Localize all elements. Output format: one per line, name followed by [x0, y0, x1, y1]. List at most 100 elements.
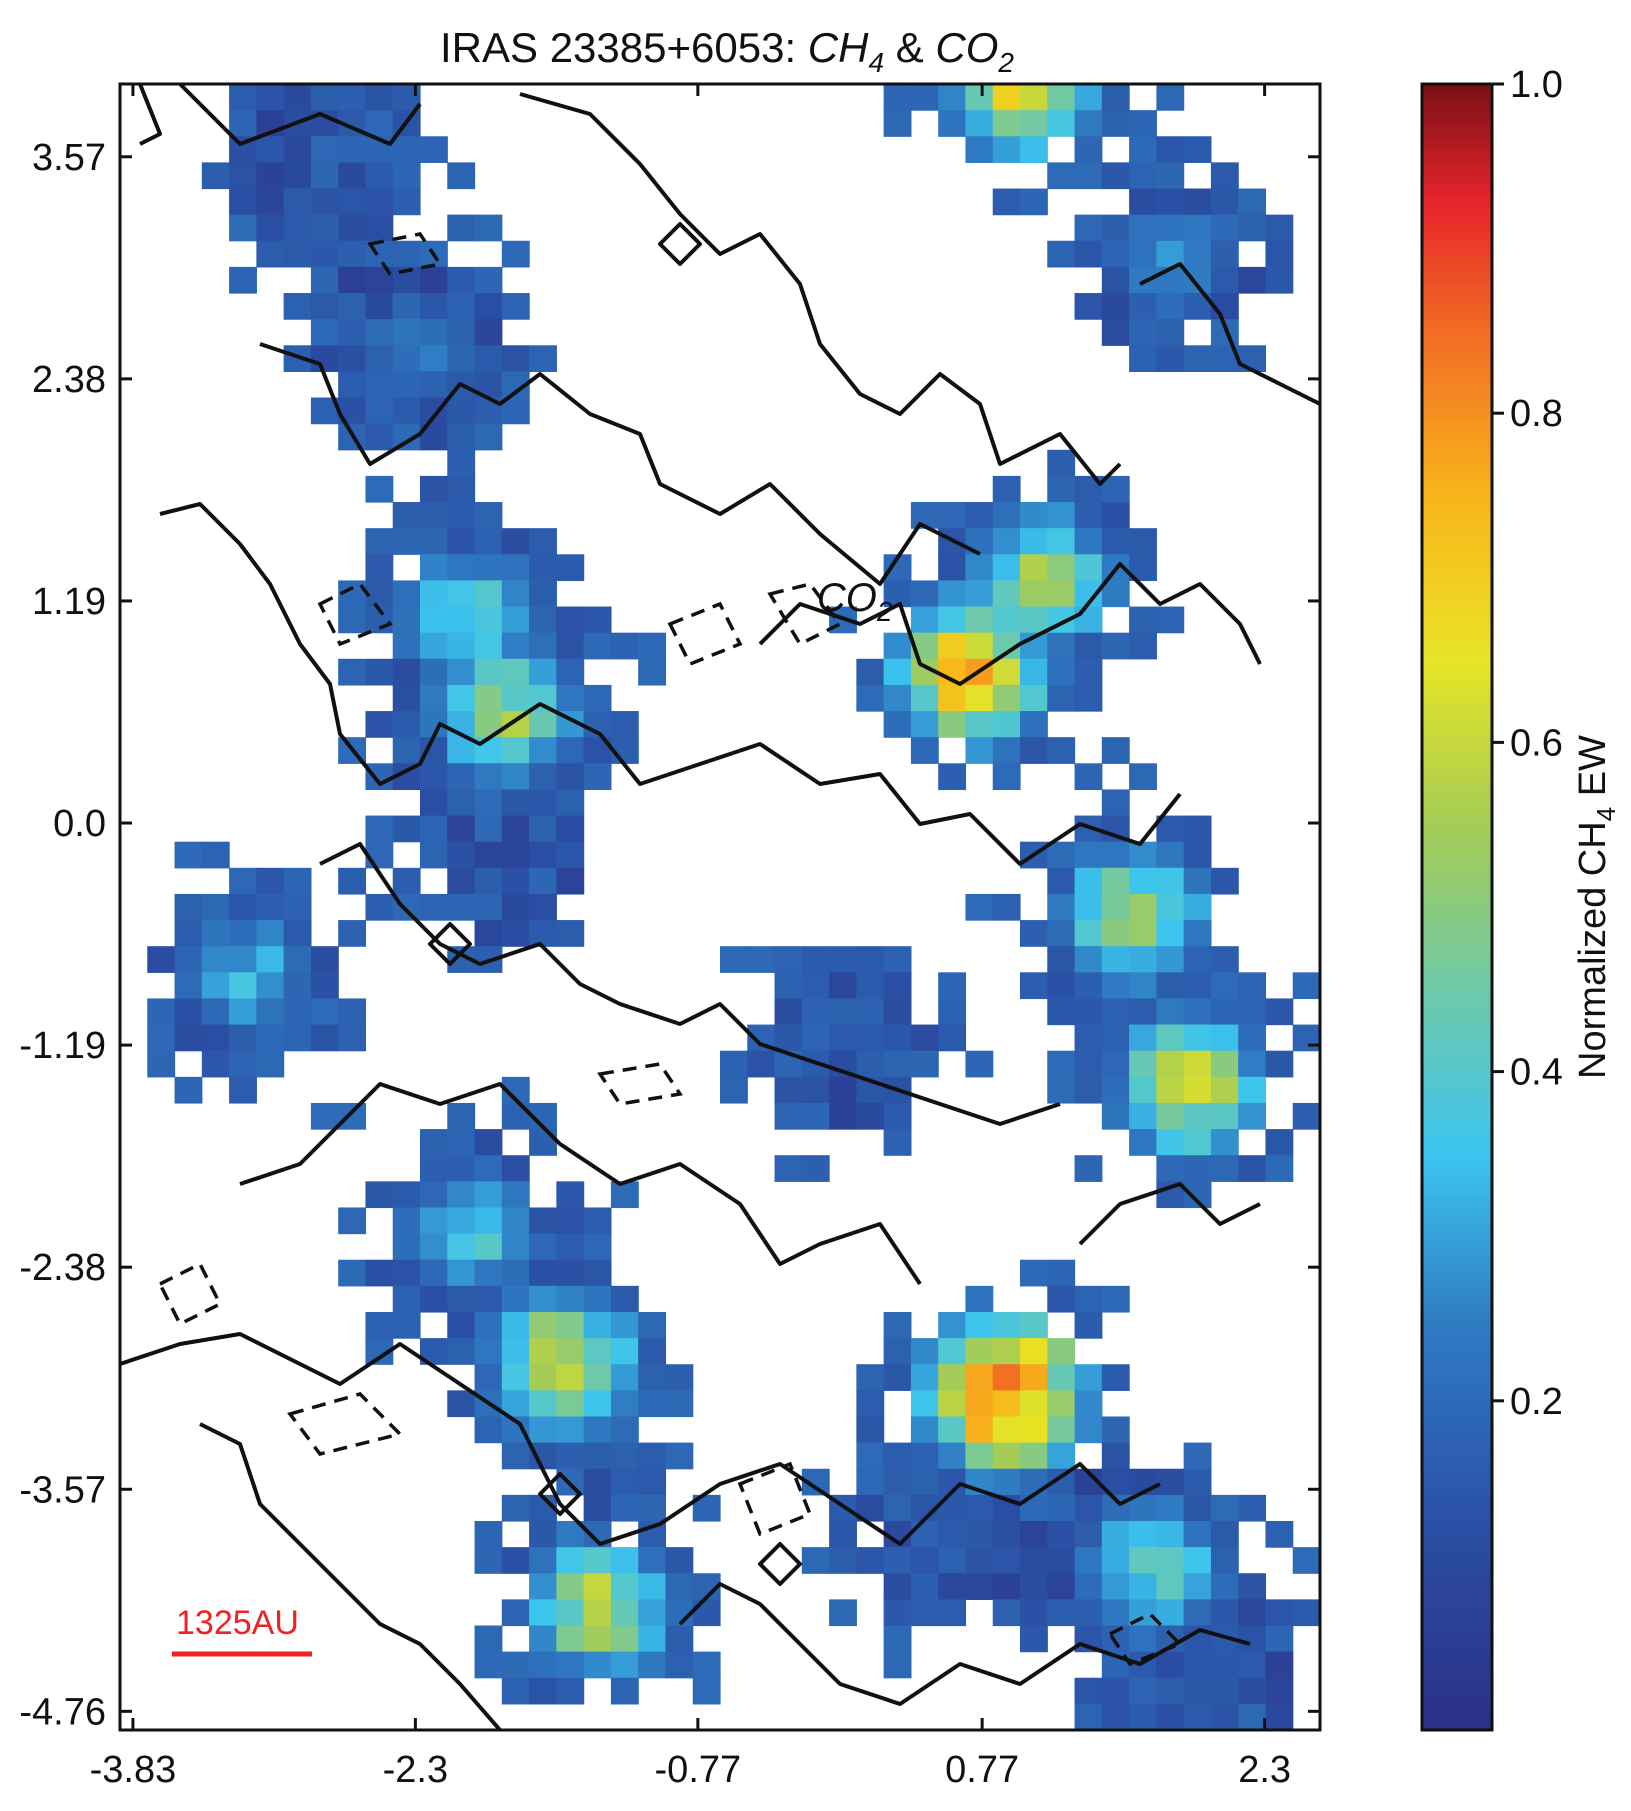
heatmap-cell — [856, 1024, 885, 1052]
heatmap-cell — [992, 528, 1021, 555]
heatmap-cell — [883, 684, 912, 712]
heatmap-cell — [1129, 1703, 1157, 1730]
heatmap-cell — [938, 580, 967, 608]
heatmap-cell — [365, 188, 394, 216]
heatmap-cell — [938, 502, 967, 529]
heatmap-cell — [1292, 1547, 1320, 1574]
heatmap-cell — [447, 345, 476, 372]
heatmap-cell — [965, 606, 994, 634]
heatmap-cell — [883, 658, 912, 686]
heatmap-cell — [583, 763, 612, 791]
heatmap-cell — [365, 423, 394, 451]
heatmap-cell — [965, 1285, 994, 1313]
heatmap-cell — [638, 1625, 667, 1653]
heatmap-cell — [556, 789, 585, 817]
heatmap-cell — [583, 684, 612, 712]
heatmap-cell — [501, 1259, 530, 1287]
heatmap-cell — [474, 1181, 503, 1209]
heatmap-cell — [365, 110, 394, 137]
heatmap-cell — [474, 580, 503, 608]
heatmap-cell — [1074, 632, 1103, 660]
heatmap-cell — [283, 972, 312, 1000]
heatmap-cell — [447, 397, 476, 425]
heatmap-cell — [1210, 867, 1239, 895]
heatmap-cell — [420, 606, 448, 634]
heatmap-cell — [501, 1364, 530, 1391]
co2-contours-dashed — [157, 232, 1184, 1667]
heatmap-cell — [992, 84, 1021, 111]
heatmap-cell — [965, 1050, 994, 1078]
heatmap-cell — [1074, 658, 1103, 686]
title-species-2: CO — [935, 24, 998, 71]
heatmap-cell — [147, 998, 176, 1026]
heatmap-cell — [229, 1076, 257, 1104]
heatmap-cell — [801, 1076, 830, 1104]
heatmap-cell — [1020, 1625, 1048, 1653]
heatmap-cell — [1265, 266, 1294, 294]
heatmap-cell — [1047, 841, 1076, 869]
heatmap-cell — [1074, 528, 1103, 555]
heatmap-cell — [1238, 1703, 1267, 1730]
heatmap-cell — [556, 1364, 585, 1391]
heatmap-cell — [474, 893, 503, 921]
heatmap-cell — [174, 920, 203, 947]
heatmap-cell — [1047, 998, 1076, 1026]
heatmap-cell — [1074, 1155, 1103, 1182]
heatmap-cell — [1020, 1599, 1048, 1627]
heatmap-cell — [556, 658, 585, 686]
heatmap-cell — [1074, 1364, 1103, 1391]
heatmap-cell — [1238, 1155, 1267, 1182]
heatmap-cell — [720, 946, 748, 973]
heatmap-cell — [310, 162, 339, 190]
heatmap-cell — [1210, 240, 1239, 268]
heatmap-cell — [447, 815, 476, 843]
heatmap-cell — [256, 946, 285, 973]
heatmap-cell — [883, 1364, 912, 1391]
heatmap-cell — [447, 841, 476, 869]
heatmap-cell — [1047, 1416, 1076, 1444]
heatmap-cell — [174, 998, 203, 1026]
contour-label-species: CO — [817, 576, 877, 620]
heatmap-cell — [992, 763, 1021, 791]
heatmap-cell — [1210, 1155, 1239, 1182]
heatmap-cell — [365, 815, 394, 843]
heatmap-cell — [1074, 920, 1103, 947]
heatmap-cell — [883, 1442, 912, 1470]
heatmap-cell — [447, 1207, 476, 1235]
heatmap-cell — [1101, 110, 1130, 137]
heatmap-cell — [365, 580, 394, 608]
heatmap-cell — [529, 1259, 557, 1287]
heatmap-cell — [1129, 867, 1157, 895]
heatmap-cell — [338, 606, 367, 634]
heatmap-cell — [338, 1207, 367, 1235]
plot-area: CO2 1325AU — [120, 84, 1320, 1730]
heatmap-cell — [583, 1233, 612, 1261]
heatmap-cell — [529, 737, 557, 764]
contour-dashed — [367, 232, 443, 276]
heatmap-cell — [938, 1364, 967, 1391]
heatmap-cell — [1101, 214, 1130, 242]
heatmap-cell — [883, 1468, 912, 1496]
x-tick-label: -3.83 — [90, 1749, 177, 1791]
heatmap-cell — [474, 867, 503, 895]
heatmap-cell — [529, 1651, 557, 1679]
heatmap-cell — [392, 162, 421, 190]
colorbar-label-prefix: Normalized CH — [1572, 821, 1614, 1079]
heatmap-cell — [365, 658, 394, 686]
heatmap-cell — [1047, 580, 1076, 608]
heatmap-cell — [392, 737, 421, 764]
heatmap-cell — [747, 1050, 776, 1078]
heatmap-cell — [1238, 188, 1267, 216]
contour-dashed — [737, 1461, 813, 1537]
heatmap-cell — [965, 1520, 994, 1548]
heatmap-cell — [501, 580, 530, 608]
heatmap-cell — [883, 1651, 912, 1679]
y-tick-label: 3.57 — [32, 137, 106, 179]
heatmap-cell — [1210, 1547, 1239, 1574]
heatmap-cell — [583, 1573, 612, 1600]
heatmap-cell — [174, 1024, 203, 1052]
heatmap-cell — [229, 214, 257, 242]
heatmap-cell — [310, 946, 339, 973]
heatmap-cell — [1129, 606, 1157, 634]
y-tick-label: 0.0 — [53, 803, 106, 845]
